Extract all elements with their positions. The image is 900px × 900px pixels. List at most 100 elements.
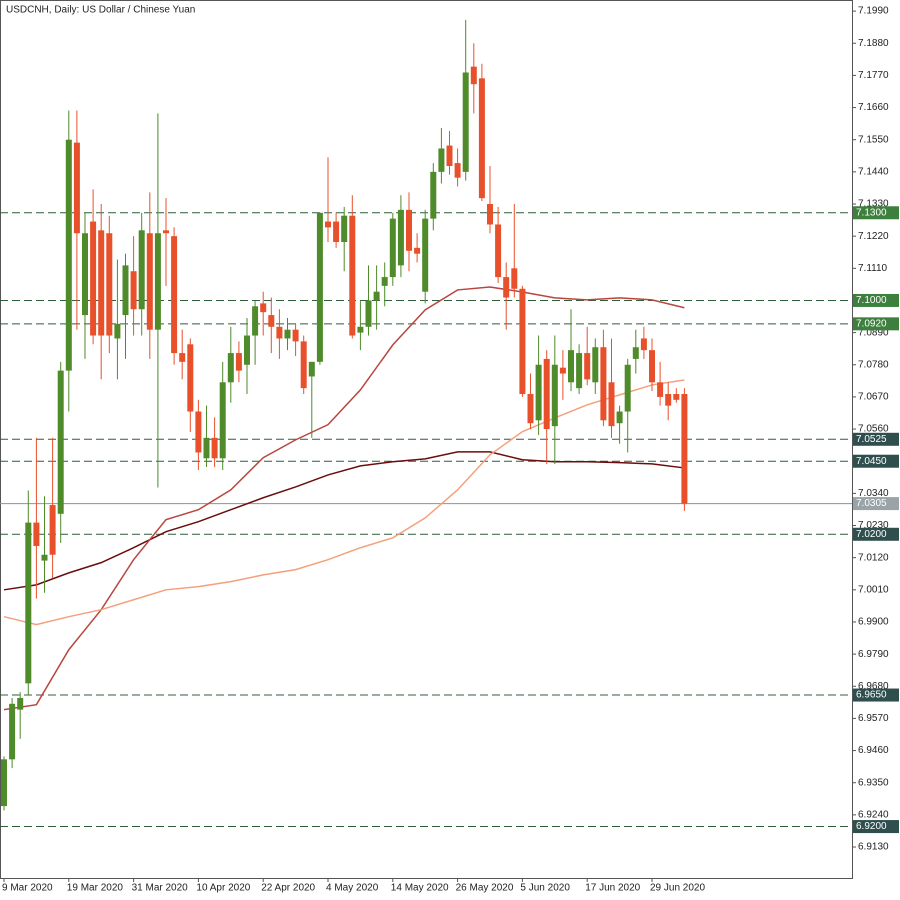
candle-body <box>235 353 242 371</box>
candle-body <box>446 145 453 167</box>
candle-body <box>9 703 16 760</box>
candle-body <box>624 364 631 412</box>
x-tick-label: 10 Apr 2020 <box>196 883 250 894</box>
candle-body <box>568 350 574 383</box>
candle-body <box>535 364 542 421</box>
candle-body <box>33 522 40 546</box>
level-label-box <box>853 317 899 331</box>
y-tick-label: 7.0780 <box>858 359 889 370</box>
candle-body <box>600 347 607 421</box>
candle-body <box>300 341 307 389</box>
y-tick-label: 7.1550 <box>858 134 889 145</box>
moving-average <box>3 379 685 626</box>
candle-body <box>649 350 655 383</box>
candle-body <box>203 437 210 459</box>
level-label-box <box>853 454 899 468</box>
candle-body <box>365 300 372 327</box>
level-label-box <box>853 206 899 220</box>
x-tick-label: 9 Mar 2020 <box>2 883 53 894</box>
candle-body <box>349 215 356 336</box>
level-label: 7.1000 <box>856 295 887 306</box>
candle-body <box>114 323 121 339</box>
candle-body <box>268 315 275 327</box>
level-label-box <box>853 432 899 446</box>
candle-body <box>292 329 299 342</box>
candle-body <box>122 265 129 316</box>
candle-body <box>470 66 477 85</box>
candle-body <box>503 277 510 298</box>
y-tick-label: 6.9350 <box>858 777 889 788</box>
level-label: 6.9200 <box>856 821 887 832</box>
candle-body <box>373 291 380 301</box>
moving-average <box>3 451 685 591</box>
y-tick-label: 6.9900 <box>858 617 889 628</box>
candle-body <box>487 204 493 225</box>
y-tick-label: 6.9460 <box>858 745 889 756</box>
candle-body <box>608 382 615 427</box>
candle-body <box>98 230 105 336</box>
candle-body <box>308 361 315 377</box>
candle-body <box>219 382 226 459</box>
y-tick-label: 7.1330 <box>858 199 889 210</box>
candle-body <box>90 221 97 336</box>
level-label: 6.9650 <box>856 690 887 701</box>
level-label: 7.0450 <box>856 456 887 467</box>
candle-body <box>478 78 485 199</box>
candle-body <box>341 215 348 243</box>
y-tick-label: 6.9240 <box>858 810 889 821</box>
level-label-box <box>853 293 899 307</box>
candle-body <box>657 382 664 397</box>
candle-body <box>406 209 412 251</box>
candle-body <box>584 353 591 380</box>
candle-body <box>138 230 145 310</box>
candle-body <box>195 411 202 453</box>
candle-body <box>462 72 469 172</box>
candle-body <box>430 171 437 219</box>
candle-body <box>25 522 32 684</box>
candle-body <box>389 218 396 278</box>
candle-body <box>244 335 250 365</box>
candle-body <box>211 437 218 459</box>
candle-body <box>414 247 421 254</box>
candle-body <box>252 306 259 336</box>
candle-body <box>1 759 7 807</box>
candle-body <box>519 288 526 394</box>
candle-body <box>665 393 672 406</box>
candle-body <box>543 358 550 430</box>
candle-body <box>681 393 688 504</box>
x-tick-label: 26 May 2020 <box>456 883 514 894</box>
y-tick-label: 7.0670 <box>858 392 889 403</box>
level-label: 7.0200 <box>856 529 887 540</box>
level-label: 7.0920 <box>856 318 887 329</box>
candle-body <box>65 139 72 371</box>
y-tick-label: 7.1770 <box>858 70 889 81</box>
x-tick-label: 17 Jun 2020 <box>585 883 640 894</box>
y-tick-label: 6.9790 <box>858 649 889 660</box>
y-tick-label: 7.1990 <box>858 6 889 17</box>
candle-body <box>260 303 267 313</box>
candle-body <box>146 233 153 330</box>
y-tick-label: 6.9130 <box>858 842 889 853</box>
candle-body <box>640 338 647 351</box>
y-tick-label: 7.0230 <box>858 520 889 531</box>
y-tick-label: 6.9570 <box>858 713 889 724</box>
candle-body <box>381 277 388 286</box>
candle-body <box>333 221 340 243</box>
y-tick-label: 7.1880 <box>858 38 889 49</box>
candle-body <box>17 697 24 710</box>
candle-body <box>57 370 64 514</box>
candle-body <box>106 233 113 336</box>
candle-body <box>316 212 323 362</box>
x-tick-label: 5 Jun 2020 <box>520 883 570 894</box>
candle-body <box>397 209 404 266</box>
x-tick-label: 31 Mar 2020 <box>132 883 189 894</box>
level-label-box <box>853 497 899 511</box>
candle-body <box>438 148 445 172</box>
x-tick-label: 29 Jun 2020 <box>650 883 705 894</box>
level-label: 7.0305 <box>856 498 887 509</box>
candle-body <box>454 163 461 178</box>
x-tick-label: 19 Mar 2020 <box>67 883 124 894</box>
candle-body <box>179 353 186 362</box>
